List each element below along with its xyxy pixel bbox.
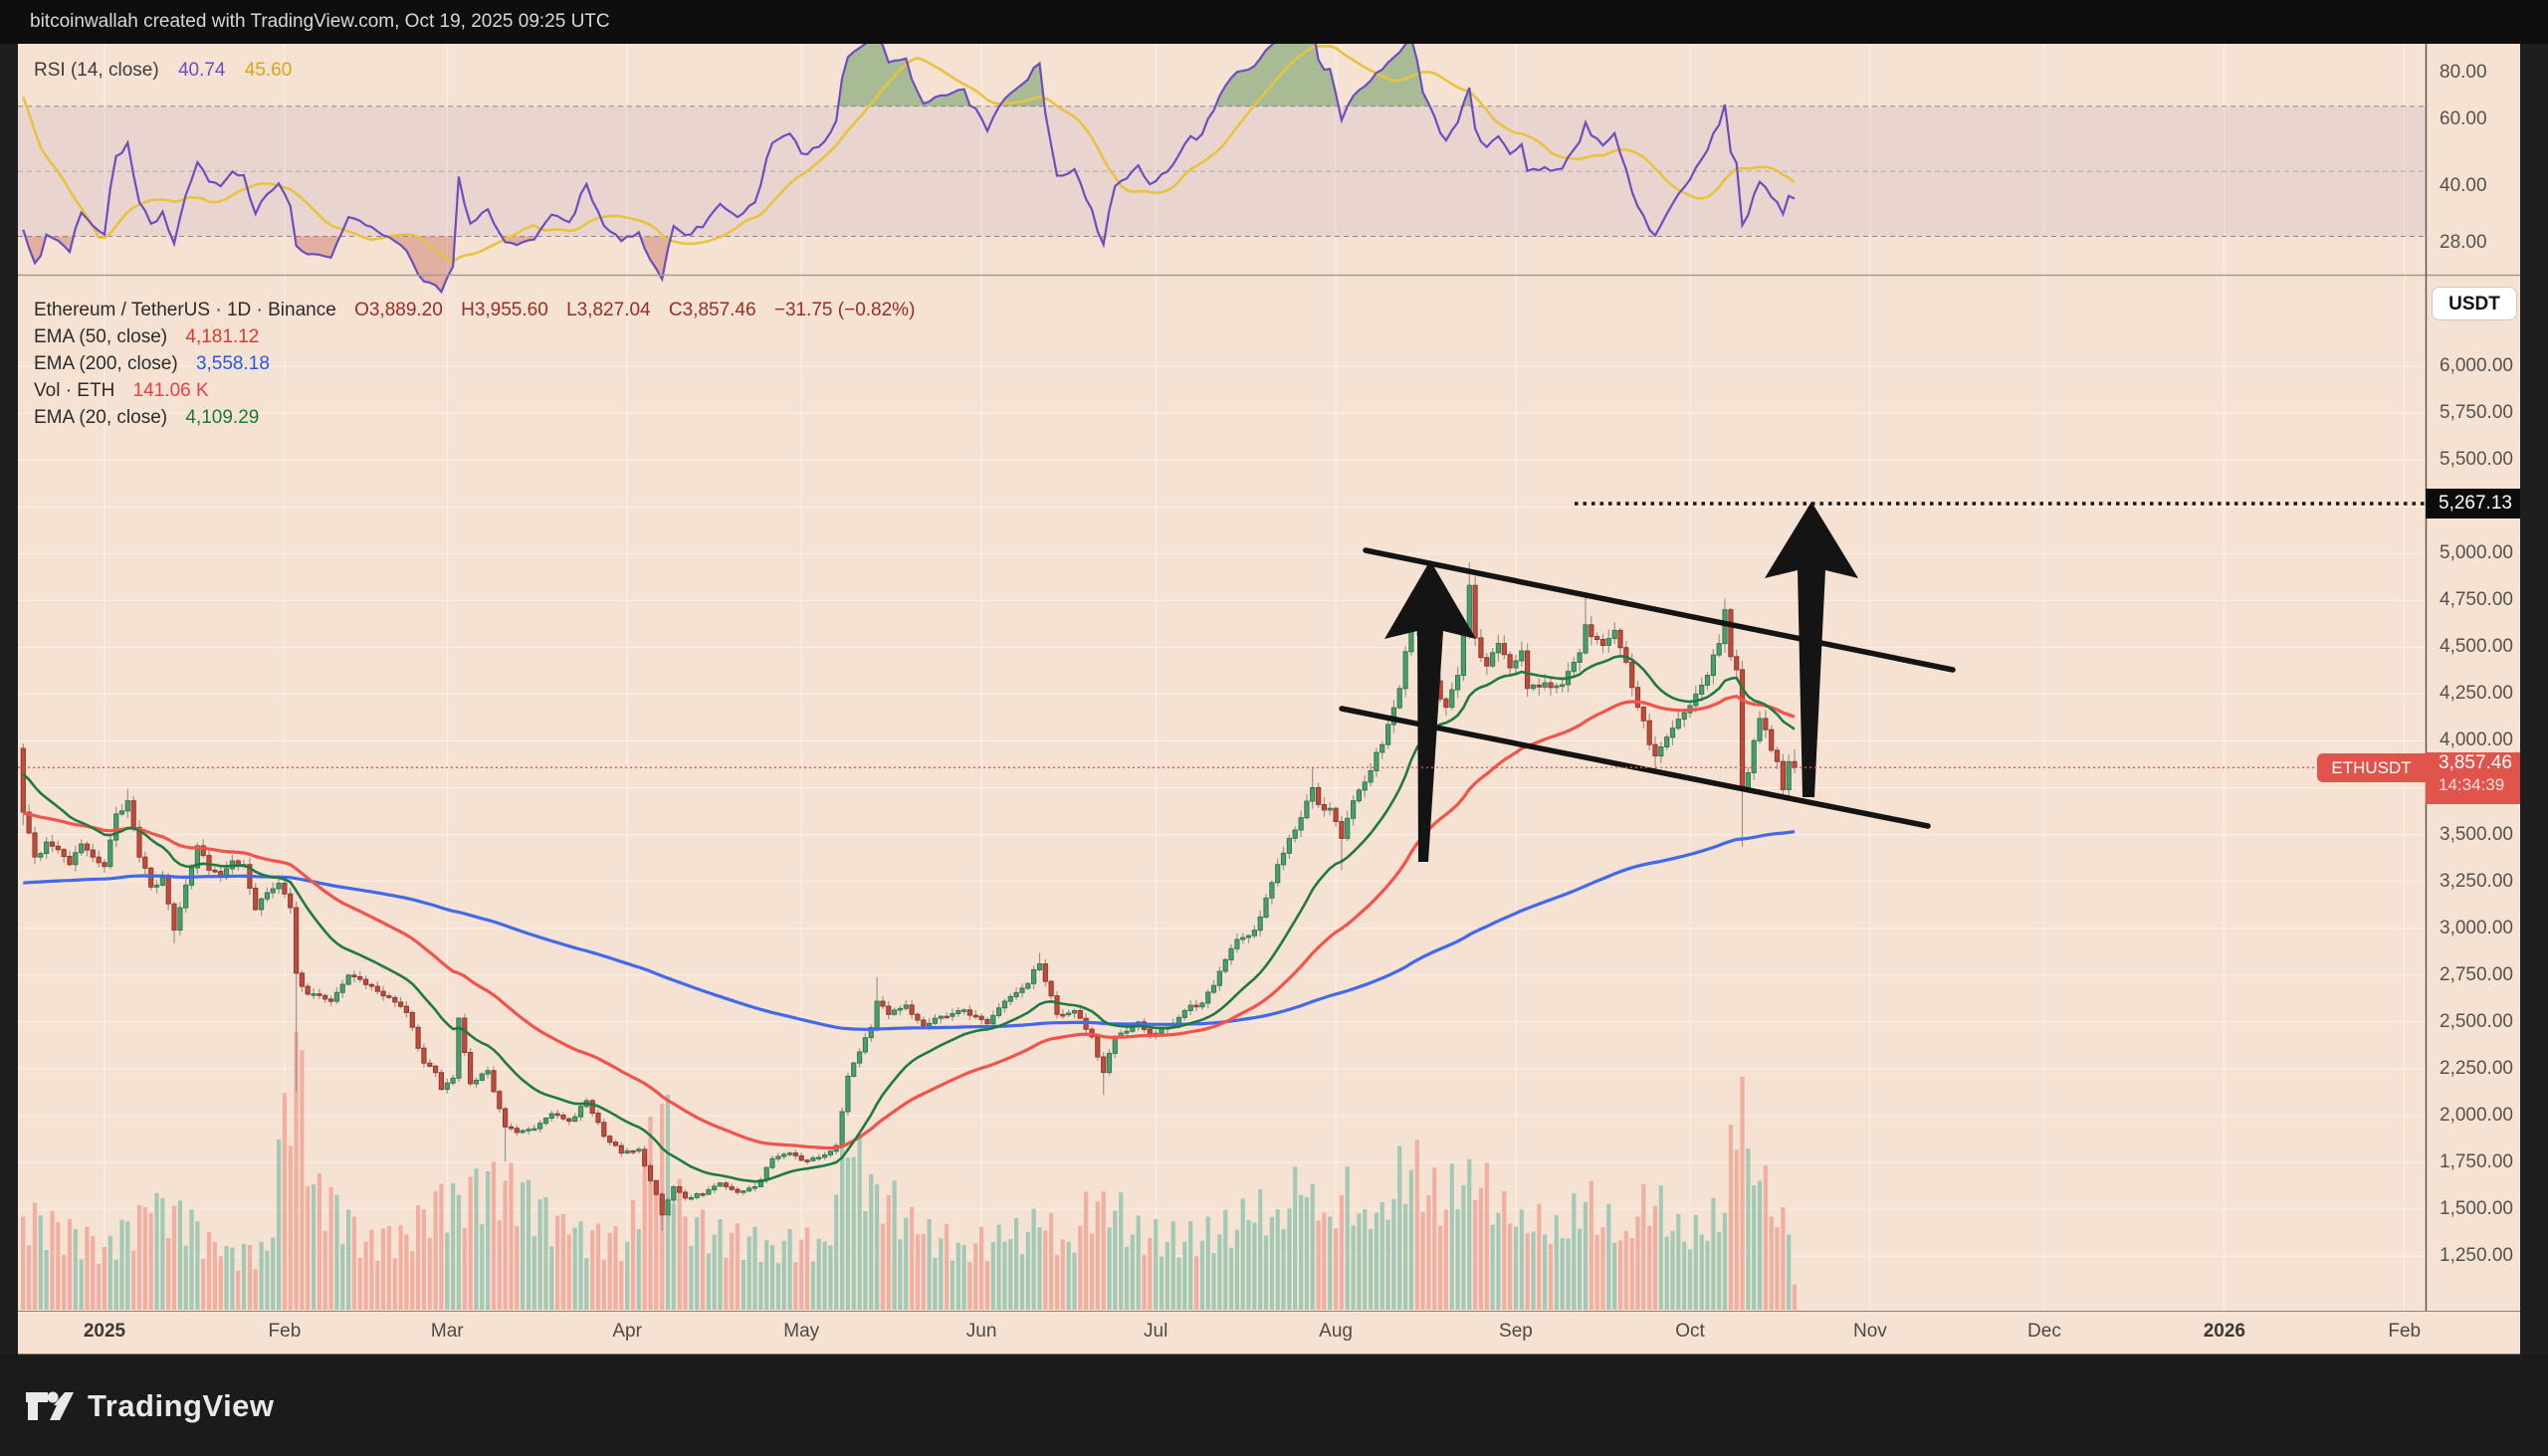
footer-bar: TradingView bbox=[0, 1354, 2548, 1456]
rsi-legend-title: RSI (14, close) bbox=[34, 60, 159, 81]
time-scale[interactable]: 2025 Feb Mar Apr May Jun Jul Aug Sep Oct Nov Dec 202… bbox=[18, 1311, 2520, 1354]
time-axis-label: Aug bbox=[1319, 1321, 1353, 1342]
price-axis-label: 1,750.00 bbox=[2440, 1151, 2513, 1173]
ema50-value: 4,181.12 bbox=[185, 326, 260, 347]
time-axis-label: Dec bbox=[2027, 1321, 2061, 1342]
symbol-price-chip: ETHUSDT bbox=[2317, 753, 2426, 782]
target-price-label: 5,267.13 bbox=[2426, 489, 2520, 519]
ema200-value: 3,558.18 bbox=[195, 353, 270, 374]
volume-value: 141.06 K bbox=[132, 380, 209, 401]
chart-pan-area[interactable] bbox=[18, 44, 2426, 1311]
rsi-value: 40.74 bbox=[177, 60, 226, 81]
tradingview-logo[interactable]: TradingView bbox=[24, 1380, 275, 1432]
time-axis-label: Jun bbox=[965, 1321, 997, 1342]
volume-bars bbox=[21, 1032, 1798, 1310]
time-axis-label: Feb bbox=[2388, 1321, 2422, 1342]
upper-trendline[interactable] bbox=[1363, 547, 1956, 673]
time-axis-label: Jul bbox=[1144, 1321, 1168, 1342]
time-axis-label: Apr bbox=[612, 1321, 642, 1342]
lower-trendline[interactable] bbox=[1339, 706, 1931, 829]
open-value: O3,889.20 bbox=[354, 300, 443, 320]
high-value: H3,955.60 bbox=[461, 300, 548, 320]
rsi-axis-label: 60.00 bbox=[2440, 108, 2487, 129]
price-scale[interactable]: 6,000.00 5,750.00 5,500.00 5,000.00 4,750.00… bbox=[2426, 276, 2520, 1311]
attribution-bar: bitcoinwallah created with TradingView.c… bbox=[0, 0, 2548, 44]
main-legend: Ethereum / TetherUS · 1D · Binance O3,88… bbox=[34, 297, 915, 431]
low-value: L3,827.04 bbox=[566, 300, 651, 320]
bar-countdown: 14:34:39 bbox=[2439, 775, 2505, 794]
ema20-value: 4,109.29 bbox=[185, 407, 260, 428]
symbol-title: Ethereum / TetherUS · 1D · Binance bbox=[34, 300, 336, 320]
candles bbox=[20, 562, 1798, 1231]
rsi-plot bbox=[18, 24, 2426, 295]
rsi-ma-line bbox=[22, 44, 1796, 264]
rsi-axis-label: 28.00 bbox=[2440, 232, 2487, 253]
time-axis-label: May bbox=[783, 1321, 820, 1342]
attribution-text: bitcoinwallah created with TradingView.c… bbox=[30, 11, 610, 32]
price-axis-label: 2,000.00 bbox=[2440, 1104, 2513, 1126]
price-axis-label: 6,000.00 bbox=[2440, 355, 2513, 376]
rsi-ma-value: 45.60 bbox=[244, 60, 293, 81]
volume-label: Vol · ETH bbox=[34, 380, 115, 401]
time-axis-label: 2025 bbox=[83, 1321, 126, 1342]
price-axis-label: 1,500.00 bbox=[2440, 1198, 2513, 1220]
price-axis-label: 3,500.00 bbox=[2440, 823, 2513, 845]
ema20-line bbox=[22, 654, 1796, 1183]
time-axis-label: Nov bbox=[1852, 1321, 1887, 1342]
price-axis-label: 3,250.00 bbox=[2440, 870, 2513, 892]
price-axis-label: 5,500.00 bbox=[2440, 449, 2513, 471]
price-axis-label: 4,000.00 bbox=[2440, 729, 2513, 751]
last-price-value: 3,857.46 bbox=[2439, 752, 2512, 773]
currency-toggle-button[interactable]: USDT bbox=[2432, 287, 2517, 320]
price-axis-label: 5,000.00 bbox=[2440, 542, 2513, 564]
price-axis-label: 3,000.00 bbox=[2440, 917, 2513, 938]
price-axis-label: 4,250.00 bbox=[2440, 683, 2513, 705]
tradingview-logo-text: TradingView bbox=[88, 1388, 275, 1423]
ema200-row[interactable]: EMA (200, close) 3,558.18 bbox=[34, 350, 915, 377]
time-axis-label: Mar bbox=[430, 1321, 464, 1342]
price-axis-label: 2,250.00 bbox=[2440, 1057, 2513, 1079]
rsi-price-scale[interactable]: 80.00 60.00 40.00 28.00 bbox=[2426, 44, 2520, 275]
up-arrow-annotation-2[interactable] bbox=[1765, 502, 1858, 797]
symbol-row[interactable]: Ethereum / TetherUS · 1D · Binance O3,88… bbox=[34, 297, 915, 323]
ema20-label: EMA (20, close) bbox=[34, 407, 168, 428]
ema20-row[interactable]: EMA (20, close) 4,109.29 bbox=[34, 404, 915, 431]
price-axis-label: 1,250.00 bbox=[2440, 1245, 2513, 1267]
rsi-line bbox=[22, 24, 1796, 295]
rsi-axis-label: 40.00 bbox=[2440, 175, 2487, 196]
time-axis-label: 2026 bbox=[2203, 1321, 2245, 1342]
last-price-label: 3,857.46 14:34:39 bbox=[2426, 752, 2520, 804]
tradingview-logo-icon bbox=[26, 1391, 74, 1420]
price-axis-label: 5,750.00 bbox=[2440, 402, 2513, 424]
close-value: C3,857.46 bbox=[668, 300, 756, 320]
price-axis-label: 2,500.00 bbox=[2440, 1010, 2513, 1032]
time-axis-label: Sep bbox=[1499, 1321, 1533, 1342]
time-axis-label: Oct bbox=[1675, 1321, 1705, 1342]
ema50-label: EMA (50, close) bbox=[34, 326, 168, 347]
change-value: −31.75 (−0.82%) bbox=[773, 300, 916, 320]
time-axis-label: Feb bbox=[268, 1321, 302, 1342]
ema50-line bbox=[23, 695, 1796, 1150]
price-axis-label: 4,500.00 bbox=[2440, 636, 2513, 658]
rsi-legend[interactable]: RSI (14, close) 40.74 45.60 bbox=[34, 60, 292, 82]
ema200-line bbox=[23, 830, 1796, 1031]
price-axis-label: 2,750.00 bbox=[2440, 963, 2513, 985]
ema200-label: EMA (200, close) bbox=[34, 353, 178, 374]
volume-row[interactable]: Vol · ETH 141.06 K bbox=[34, 377, 915, 404]
ema50-row[interactable]: EMA (50, close) 4,181.12 bbox=[34, 323, 915, 350]
up-arrow-annotation-1[interactable] bbox=[1384, 560, 1476, 862]
price-axis-label: 4,750.00 bbox=[2440, 589, 2513, 611]
rsi-axis-label: 80.00 bbox=[2440, 62, 2487, 83]
